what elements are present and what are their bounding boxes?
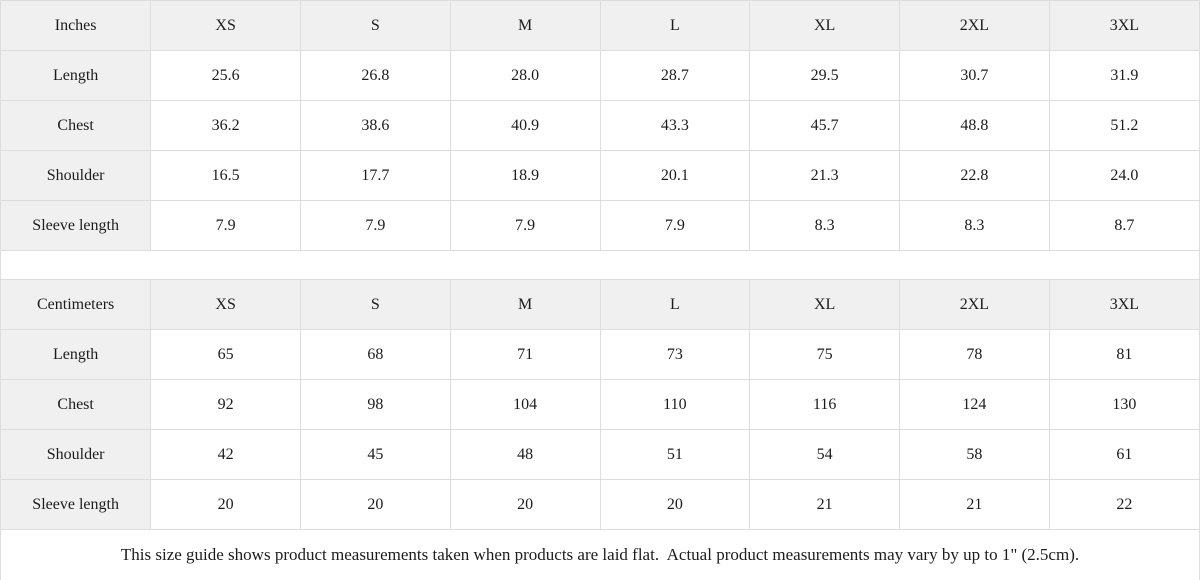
measurement-value-cell: 104 xyxy=(449,379,601,430)
table-row: Length 65 68 71 73 75 78 81 xyxy=(1,329,1199,380)
centimeters-size-table: Centimeters XS S M L XL 2XL 3XL Length 65 68 71 73 7… xyxy=(1,279,1199,530)
size-column-header: L xyxy=(599,1,751,51)
measurement-row-label: Sleeve length xyxy=(1,479,152,530)
measurement-value-cell: 20.1 xyxy=(599,150,751,201)
table-row: Shoulder 16.5 17.7 18.9 20.1 21.3 22.8 24.0 xyxy=(1,150,1199,201)
measurement-value-cell: 130 xyxy=(1048,379,1199,430)
measurement-value-cell: 26.8 xyxy=(300,50,451,101)
table-row: Chest 92 98 104 110 116 124 130 xyxy=(1,379,1199,430)
measurement-value-cell: 42 xyxy=(150,429,301,480)
inches-table-body: Length 25.6 26.8 28.0 28.7 29.5 30.7 31.9 Chest 3… xyxy=(1,50,1199,251)
measurement-row-label: Chest xyxy=(1,100,152,151)
size-column-header: L xyxy=(599,279,751,330)
measurement-value-cell: 16.5 xyxy=(150,150,301,201)
size-column-header: M xyxy=(449,1,601,51)
measurement-value-cell: 7.9 xyxy=(599,200,751,251)
measurement-value-cell: 22.8 xyxy=(899,150,1050,201)
measurement-value-cell: 75 xyxy=(749,329,900,380)
measurement-value-cell: 20 xyxy=(300,479,451,530)
table-row: Length 25.6 26.8 28.0 28.7 29.5 30.7 31.9 xyxy=(1,50,1199,101)
size-column-header: M xyxy=(449,279,601,330)
measurement-value-cell: 7.9 xyxy=(150,200,301,251)
measurement-value-cell: 78 xyxy=(899,329,1050,380)
measurement-value-cell: 21.3 xyxy=(749,150,900,201)
measurement-value-cell: 24.0 xyxy=(1048,150,1199,201)
measurement-row-label: Sleeve length xyxy=(1,200,152,251)
table-row: Chest 36.2 38.6 40.9 43.3 45.7 48.8 51.2 xyxy=(1,100,1199,151)
header-row: Centimeters XS S M L XL 2XL 3XL xyxy=(1,279,1199,330)
size-column-header: 3XL xyxy=(1048,1,1199,51)
measurement-value-cell: 110 xyxy=(599,379,751,430)
measurement-value-cell: 18.9 xyxy=(449,150,601,201)
measurement-value-cell: 21 xyxy=(749,479,900,530)
size-guide-disclaimer: This size guide shows product measuremen… xyxy=(1,530,1199,580)
size-column-header: XL xyxy=(749,1,900,51)
measurement-value-cell: 124 xyxy=(899,379,1050,430)
table-row: Sleeve length 20 20 20 20 21 21 22 xyxy=(1,479,1199,530)
measurement-value-cell: 43.3 xyxy=(599,100,751,151)
measurement-value-cell: 30.7 xyxy=(899,50,1050,101)
centimeters-table-body: Length 65 68 71 73 75 78 81 Chest 92 98 104 110 116 12… xyxy=(1,329,1199,530)
size-column-header: XS xyxy=(150,1,301,51)
measurement-row-label: Length xyxy=(1,329,152,380)
table-row: Shoulder 42 45 48 51 54 58 61 xyxy=(1,429,1199,480)
measurement-value-cell: 7.9 xyxy=(300,200,451,251)
measurement-value-cell: 28.7 xyxy=(599,50,751,101)
measurement-value-cell: 61 xyxy=(1048,429,1199,480)
size-column-header: 2XL xyxy=(899,1,1050,51)
size-column-header: S xyxy=(300,279,451,330)
measurement-value-cell: 28.0 xyxy=(449,50,601,101)
measurement-value-cell: 45 xyxy=(300,429,451,480)
measurement-value-cell: 58 xyxy=(899,429,1050,480)
measurement-value-cell: 92 xyxy=(150,379,301,430)
measurement-row-label: Length xyxy=(1,50,152,101)
size-column-header: XL xyxy=(749,279,900,330)
measurement-value-cell: 51.2 xyxy=(1048,100,1199,151)
measurement-value-cell: 40.9 xyxy=(449,100,601,151)
measurement-value-cell: 8.3 xyxy=(749,200,900,251)
measurement-value-cell: 48 xyxy=(449,429,601,480)
measurement-value-cell: 54 xyxy=(749,429,900,480)
measurement-value-cell: 38.6 xyxy=(300,100,451,151)
measurement-value-cell: 68 xyxy=(300,329,451,380)
size-column-header: 3XL xyxy=(1048,279,1199,330)
measurement-value-cell: 116 xyxy=(749,379,900,430)
header-row: Inches XS S M L XL 2XL 3XL xyxy=(1,1,1199,51)
measurement-value-cell: 81 xyxy=(1048,329,1199,380)
measurement-value-cell: 36.2 xyxy=(150,100,301,151)
measurement-value-cell: 51 xyxy=(599,429,751,480)
unit-header: Inches xyxy=(1,1,152,51)
measurement-value-cell: 8.7 xyxy=(1048,200,1199,251)
table-row: Sleeve length 7.9 7.9 7.9 7.9 8.3 8.3 8.7 xyxy=(1,200,1199,251)
size-column-header: 2XL xyxy=(899,279,1050,330)
measurement-value-cell: 17.7 xyxy=(300,150,451,201)
measurement-row-label: Chest xyxy=(1,379,152,430)
measurement-value-cell: 31.9 xyxy=(1048,50,1199,101)
table-spacer xyxy=(1,251,1199,279)
size-column-header: XS xyxy=(150,279,301,330)
measurement-value-cell: 25.6 xyxy=(150,50,301,101)
centimeters-table-header: Centimeters XS S M L XL 2XL 3XL xyxy=(1,279,1199,330)
measurement-row-label: Shoulder xyxy=(1,429,152,480)
measurement-value-cell: 45.7 xyxy=(749,100,900,151)
measurement-value-cell: 48.8 xyxy=(899,100,1050,151)
measurement-value-cell: 8.3 xyxy=(899,200,1050,251)
measurement-row-label: Shoulder xyxy=(1,150,152,201)
unit-header: Centimeters xyxy=(1,279,152,330)
measurement-value-cell: 29.5 xyxy=(749,50,900,101)
measurement-value-cell: 20 xyxy=(599,479,751,530)
measurement-value-cell: 22 xyxy=(1048,479,1199,530)
size-column-header: S xyxy=(300,1,451,51)
measurement-value-cell: 20 xyxy=(449,479,601,530)
inches-table-header: Inches XS S M L XL 2XL 3XL xyxy=(1,1,1199,51)
measurement-value-cell: 73 xyxy=(599,329,751,380)
measurement-value-cell: 20 xyxy=(150,479,301,530)
measurement-value-cell: 21 xyxy=(899,479,1050,530)
measurement-value-cell: 65 xyxy=(150,329,301,380)
inches-size-table: Inches XS S M L XL 2XL 3XL Length 25.6 26.8 28.0 28… xyxy=(1,1,1199,251)
measurement-value-cell: 98 xyxy=(300,379,451,430)
measurement-value-cell: 7.9 xyxy=(449,200,601,251)
measurement-value-cell: 71 xyxy=(449,329,601,380)
